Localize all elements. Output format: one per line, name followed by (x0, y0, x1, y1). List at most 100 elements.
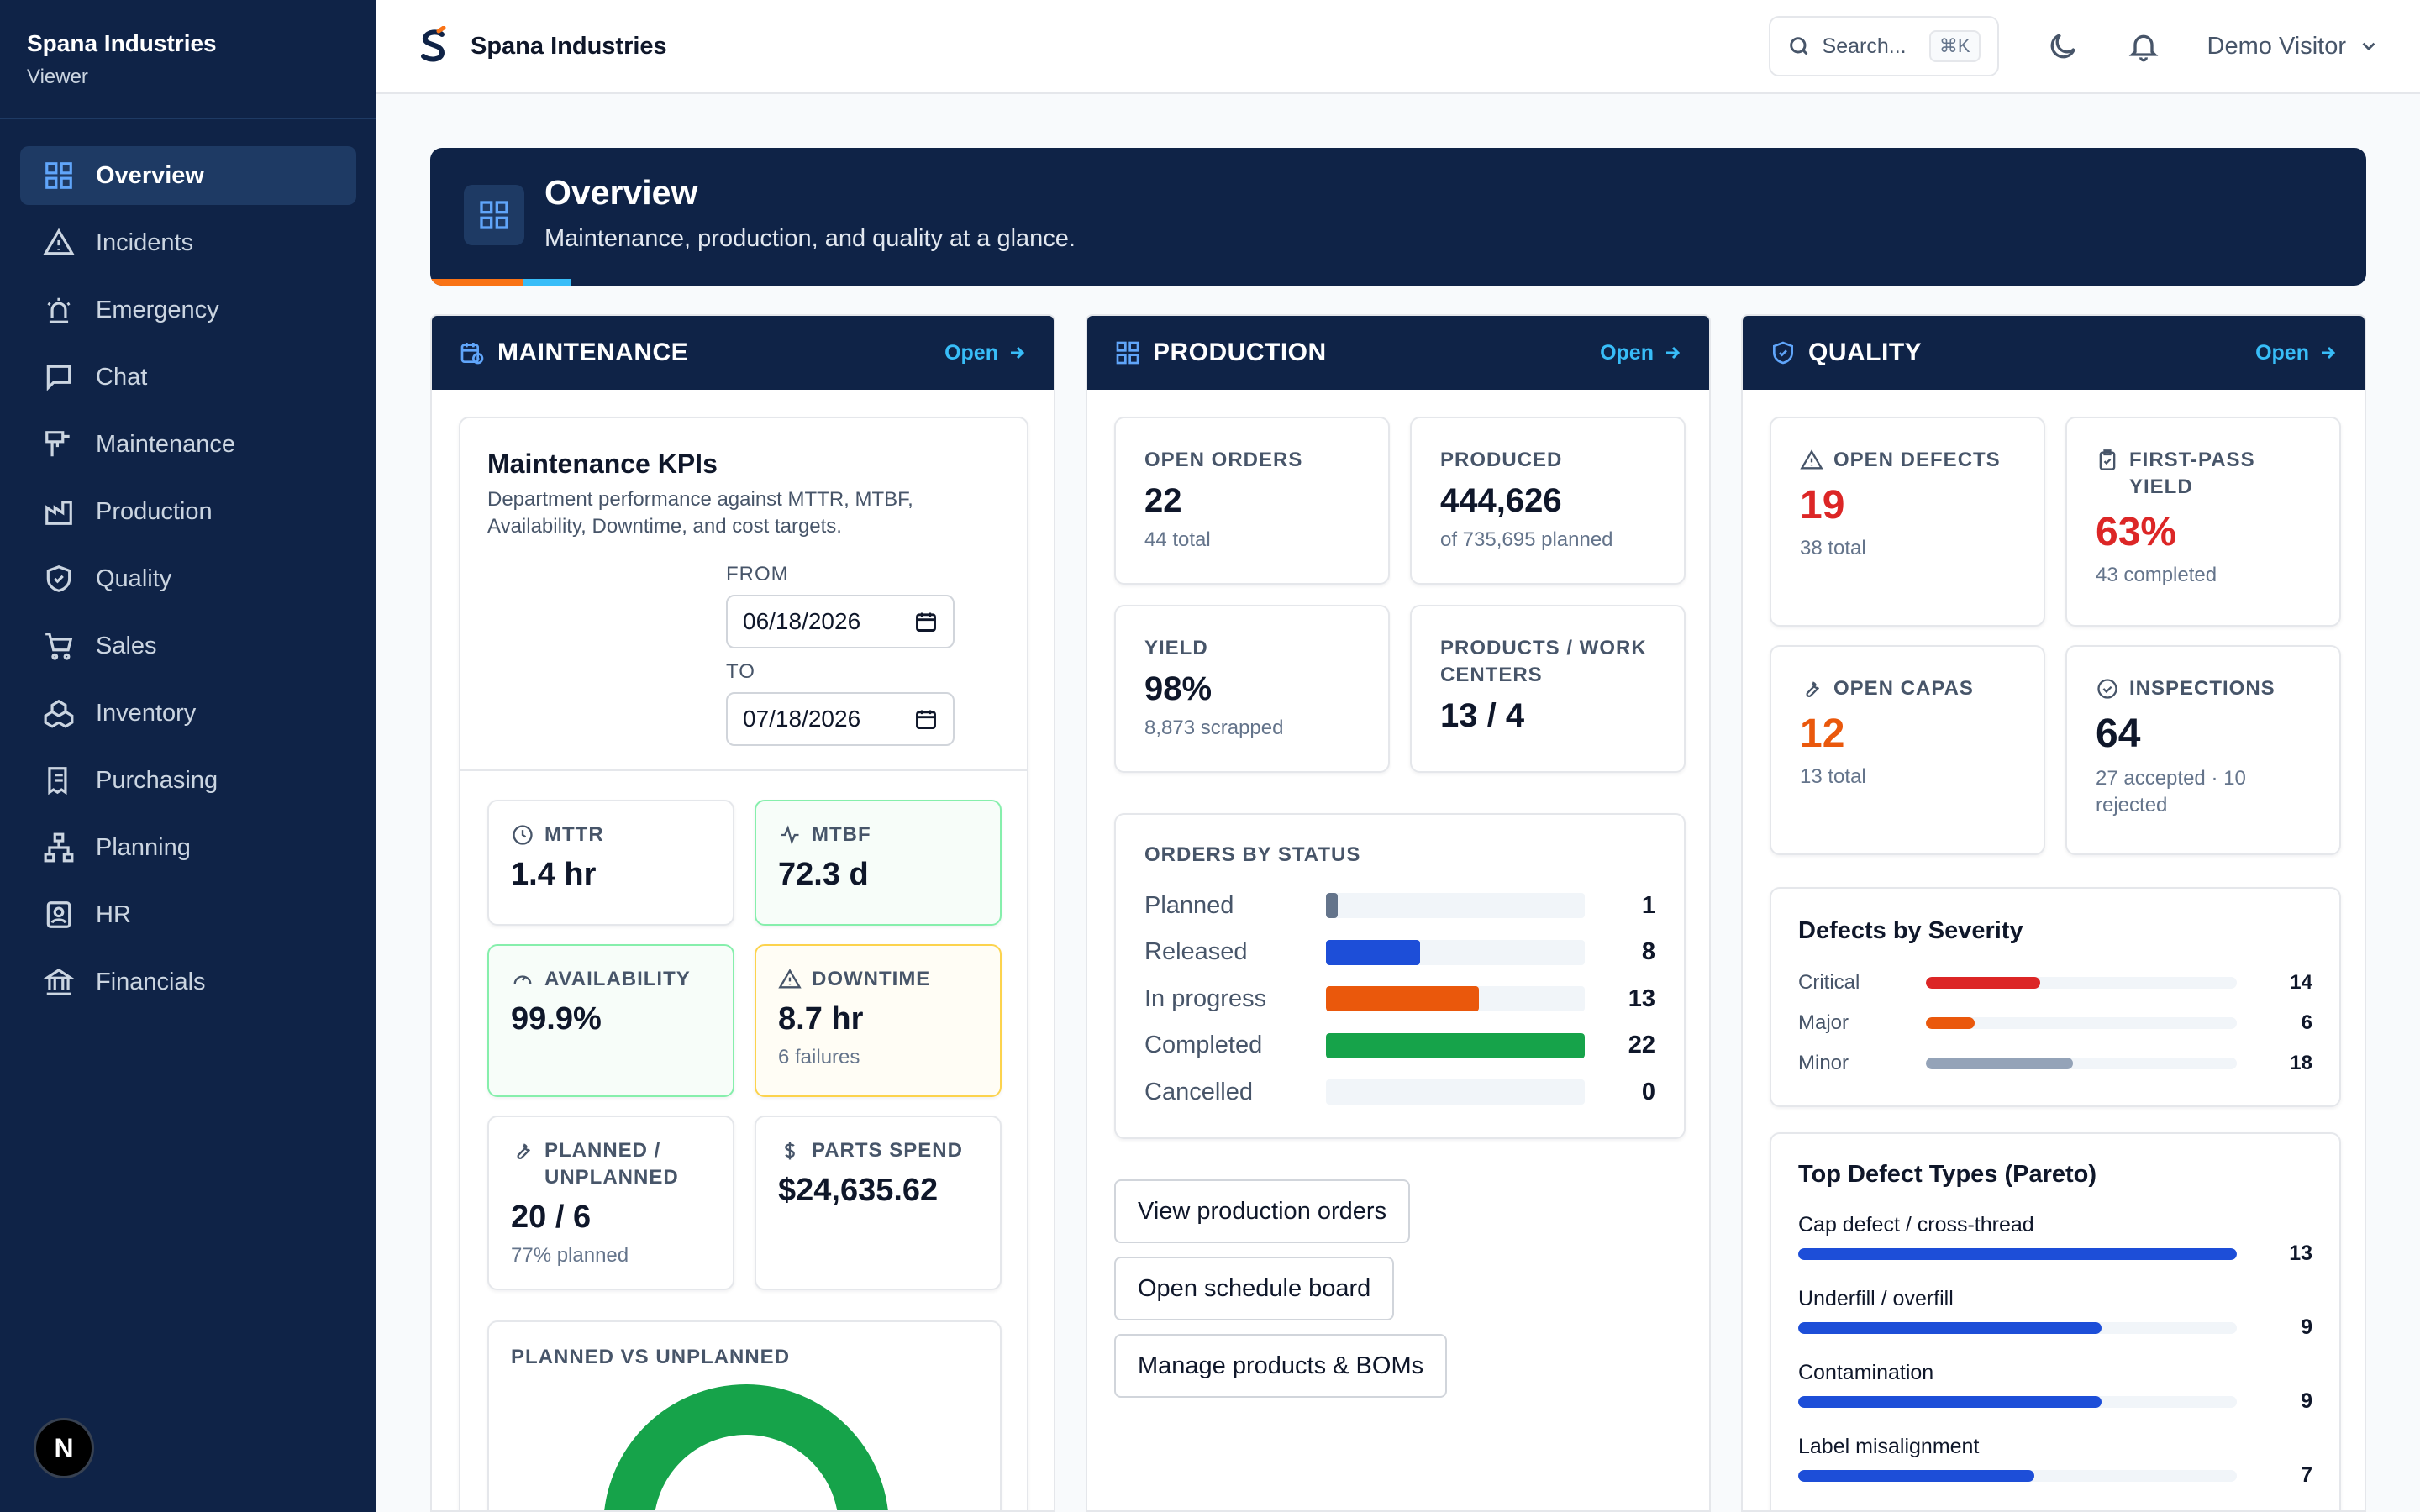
sidebar-item-incidents[interactable]: Incidents (20, 213, 356, 272)
warning-icon (778, 969, 802, 989)
mttr-label: MTTR (544, 823, 604, 846)
open-label: Open (2255, 340, 2309, 365)
severity-label: Minor (1798, 1052, 1849, 1074)
clipboard-check-icon (2099, 449, 2116, 470)
status-label: Planned (1144, 891, 1234, 919)
open-schedule-board-button[interactable]: Open schedule board (1114, 1257, 1395, 1320)
quality-open-link[interactable]: Open (2255, 341, 2338, 365)
from-label: FROM (726, 563, 789, 585)
pareto-value: 9 (2301, 1389, 2312, 1413)
severity-value: 18 (2290, 1052, 2312, 1074)
severity-bar-track (1926, 977, 2237, 989)
manage-products-boms-button[interactable]: Manage products & BOMs (1114, 1334, 1448, 1398)
maintenance-kpis-card: Maintenance KPIs Department performance … (459, 417, 1028, 1510)
maintenance-open-link[interactable]: Open (944, 341, 1027, 365)
sidebar-item-purchasing[interactable]: Purchasing (20, 751, 356, 810)
severity-value: 14 (2290, 971, 2312, 994)
view-production-orders-button[interactable]: View production orders (1114, 1179, 1411, 1243)
open-defects-sub: 38 total (1800, 537, 1866, 559)
sidebar-item-maintenance[interactable]: Maintenance (20, 415, 356, 474)
severity-row: Major 6 (1798, 1008, 2312, 1038)
pareto-value: 7 (2301, 1463, 2312, 1487)
sidebar-item-quality[interactable]: Quality (20, 549, 356, 608)
mttr-card: MTTR 1.4 hr (487, 800, 734, 926)
theme-toggle-button[interactable] (2046, 29, 2080, 63)
pareto-bar-track (1798, 1248, 2237, 1260)
status-bar-track (1326, 1032, 1585, 1058)
banner-accent-orange (430, 279, 523, 286)
brand-name: Spana Industries (27, 30, 217, 56)
pareto-item: Contamination 9 (1798, 1361, 2312, 1428)
sidebar-item-label: Financials (96, 968, 206, 995)
products-workcenters-card: PRODUCTS / WORK CENTERS 13 / 4 (1410, 605, 1686, 773)
production-open-link[interactable]: Open (1600, 341, 1682, 365)
pareto-title: Top Defect Types (Pareto) (1798, 1161, 2097, 1188)
planned-segment (604, 1384, 888, 1510)
mttr-value: 1.4 hr (511, 857, 597, 892)
status-row: Completed 22 (1144, 1029, 1655, 1063)
downtime-sub: 6 failures (778, 1046, 860, 1068)
first-pass-yield-card: FIRST-PASS YIELD 63% 43 completed (2065, 417, 2341, 627)
from-date-input[interactable]: 06/18/2026 (726, 595, 955, 648)
severity-label: Critical (1798, 971, 1860, 994)
chevron-down-icon (2362, 42, 2375, 51)
sidebar-item-planning[interactable]: Planning (20, 818, 356, 877)
status-row: Cancelled 0 (1144, 1075, 1655, 1109)
pareto-value: 9 (2301, 1315, 2312, 1339)
mtbf-value: 72.3 d (778, 857, 869, 892)
downtime-value: 8.7 hr (778, 1001, 864, 1037)
status-label: In progress (1144, 984, 1267, 1012)
sidebar-item-label: Overview (96, 161, 204, 189)
severity-row: Minor 18 (1798, 1048, 2312, 1079)
severity-bar-fill (1926, 1017, 1975, 1029)
sidebar-item-emergency[interactable]: Emergency (20, 281, 356, 339)
calendar-clock-icon (460, 343, 484, 365)
pareto-bar-fill (1798, 1396, 2102, 1408)
status-bar-track (1326, 893, 1585, 918)
user-menu[interactable]: Demo Visitor (2207, 33, 2380, 60)
pareto-bar-fill (1798, 1248, 2237, 1260)
inspections-card: INSPECTIONS 64 27 accepted · 10 rejected (2065, 645, 2341, 855)
sidebar-item-financials[interactable]: Financials (20, 953, 356, 1011)
severity-value: 6 (2301, 1011, 2312, 1034)
sidebar: Spana Industries Viewer Overview Inciden… (0, 0, 376, 1512)
search-button[interactable]: Search... ⌘K (1768, 16, 1999, 76)
from-date-value: 06/18/2026 (743, 608, 861, 634)
sidebar-item-chat[interactable]: Chat (20, 348, 356, 407)
planned-value: 20 / 6 (511, 1200, 592, 1235)
to-date-value: 07/18/2026 (743, 706, 861, 732)
quality-header: QUALITY Open (1743, 316, 2365, 390)
search-placeholder: Search... (1822, 34, 1907, 58)
mtbf-label: MTBF (812, 823, 871, 846)
maintenance-title: MAINTENANCE (497, 339, 689, 366)
to-date-input[interactable]: 07/18/2026 (726, 692, 955, 746)
sidebar-item-sales[interactable]: Sales (20, 617, 356, 675)
search-icon (1789, 37, 1807, 55)
open-label: Open (1600, 340, 1654, 365)
activity-icon (781, 825, 799, 845)
user-name: Demo Visitor (2207, 32, 2346, 60)
sidebar-item-inventory[interactable]: Inventory (20, 684, 356, 743)
pareto-bar-track (1798, 1470, 2237, 1482)
severity-label: Major (1798, 1011, 1849, 1034)
parts-label: PARTS SPEND (812, 1139, 963, 1162)
sidebar-item-production[interactable]: Production (20, 482, 356, 541)
pareto-bar-fill (1798, 1470, 2035, 1482)
sidebar-item-hr[interactable]: HR (20, 885, 356, 944)
status-bar-track (1326, 939, 1585, 965)
grid-icon (464, 185, 524, 245)
yield-sub: 8,873 scrapped (1144, 717, 1284, 739)
next-dev-badge[interactable]: N (34, 1418, 94, 1478)
pareto-item: Underfill / overfill 9 (1798, 1287, 2312, 1354)
notifications-button[interactable] (2127, 29, 2160, 63)
open-orders-label: OPEN ORDERS (1144, 449, 1303, 471)
to-label: TO (726, 660, 755, 683)
status-bar-fill (1326, 939, 1420, 965)
planned-vs-unplanned-donut (604, 1384, 888, 1510)
produced-value: 444,626 (1440, 482, 1562, 519)
maintenance-icon (42, 428, 76, 461)
siren-icon (42, 293, 76, 327)
warning-icon (1800, 449, 1823, 470)
boxes-icon (42, 696, 76, 730)
sidebar-item-overview[interactable]: Overview (20, 146, 356, 205)
